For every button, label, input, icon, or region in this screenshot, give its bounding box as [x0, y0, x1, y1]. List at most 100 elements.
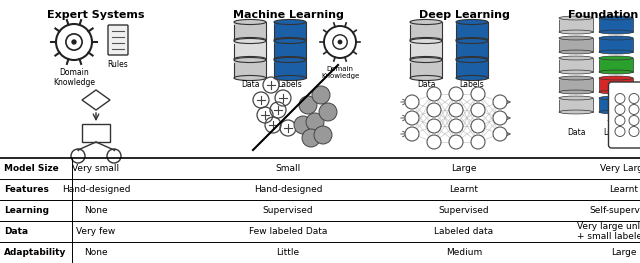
- Bar: [599, 58, 633, 72]
- Ellipse shape: [234, 58, 266, 63]
- Ellipse shape: [559, 70, 593, 74]
- Circle shape: [449, 103, 463, 117]
- Bar: [274, 22, 306, 40]
- Bar: [599, 18, 633, 32]
- Ellipse shape: [456, 38, 488, 43]
- Bar: [456, 41, 488, 59]
- Circle shape: [629, 127, 639, 136]
- Bar: [410, 22, 442, 24]
- Circle shape: [493, 127, 507, 141]
- Text: Expert Systems: Expert Systems: [47, 10, 145, 20]
- Bar: [234, 22, 266, 40]
- Ellipse shape: [456, 75, 488, 80]
- Ellipse shape: [559, 90, 593, 94]
- Text: Very large unlabeled
+ small labeled data: Very large unlabeled + small labeled dat…: [577, 222, 640, 241]
- Circle shape: [71, 39, 77, 45]
- FancyBboxPatch shape: [609, 82, 640, 148]
- Text: Adaptability: Adaptability: [4, 248, 67, 257]
- Circle shape: [306, 113, 324, 131]
- Circle shape: [449, 135, 463, 149]
- Circle shape: [427, 87, 441, 101]
- Bar: [599, 18, 633, 20]
- Circle shape: [427, 135, 441, 149]
- Ellipse shape: [234, 57, 266, 62]
- Ellipse shape: [456, 57, 488, 62]
- Bar: [456, 60, 488, 78]
- Ellipse shape: [274, 57, 306, 62]
- Ellipse shape: [274, 19, 306, 24]
- Ellipse shape: [599, 56, 633, 60]
- Text: Deep Learning: Deep Learning: [419, 10, 509, 20]
- Ellipse shape: [559, 110, 593, 114]
- FancyBboxPatch shape: [108, 25, 128, 55]
- Text: Large: Large: [451, 164, 477, 173]
- Text: Machine Learning: Machine Learning: [232, 10, 344, 20]
- Ellipse shape: [599, 50, 633, 54]
- Bar: [559, 18, 593, 32]
- Text: Labels: Labels: [604, 128, 628, 137]
- Ellipse shape: [410, 57, 442, 62]
- Text: Few labeled Data: Few labeled Data: [249, 227, 327, 236]
- Circle shape: [299, 96, 317, 114]
- Circle shape: [449, 119, 463, 133]
- Ellipse shape: [559, 30, 593, 34]
- Bar: [410, 22, 442, 40]
- Circle shape: [615, 127, 625, 136]
- Bar: [559, 98, 593, 100]
- Ellipse shape: [456, 38, 488, 43]
- Ellipse shape: [599, 96, 633, 100]
- Text: Labeled data: Labeled data: [435, 227, 493, 236]
- Text: Hand-designed: Hand-designed: [253, 185, 323, 194]
- Text: Model Size: Model Size: [4, 164, 59, 173]
- Bar: [599, 38, 633, 40]
- Circle shape: [314, 126, 332, 144]
- Circle shape: [615, 104, 625, 114]
- Bar: [599, 38, 633, 52]
- Ellipse shape: [234, 38, 266, 43]
- Bar: [410, 41, 442, 59]
- Text: None: None: [84, 248, 108, 257]
- Ellipse shape: [559, 16, 593, 20]
- Text: Data: Data: [417, 80, 435, 89]
- Text: Little: Little: [276, 248, 300, 257]
- Text: Features: Features: [4, 185, 49, 194]
- Text: Data: Data: [4, 227, 28, 236]
- Circle shape: [493, 95, 507, 109]
- Text: Data: Data: [241, 80, 259, 89]
- Bar: [456, 41, 488, 43]
- Bar: [559, 78, 593, 80]
- Bar: [599, 58, 633, 60]
- Circle shape: [427, 119, 441, 133]
- Bar: [559, 38, 593, 40]
- Ellipse shape: [410, 19, 442, 24]
- Ellipse shape: [410, 58, 442, 63]
- Bar: [82, 124, 110, 142]
- Text: Small: Small: [275, 164, 301, 173]
- Circle shape: [629, 104, 639, 114]
- Bar: [456, 22, 488, 24]
- Text: Very few: Very few: [76, 227, 116, 236]
- Ellipse shape: [599, 76, 633, 80]
- Circle shape: [629, 94, 639, 104]
- Circle shape: [471, 135, 485, 149]
- Bar: [234, 41, 266, 43]
- Circle shape: [615, 94, 625, 104]
- Circle shape: [629, 115, 639, 125]
- Ellipse shape: [599, 70, 633, 74]
- Bar: [274, 22, 306, 24]
- Bar: [559, 38, 593, 52]
- Bar: [599, 78, 633, 92]
- Text: Labels: Labels: [460, 80, 484, 89]
- Text: Self-supervised: Self-supervised: [589, 206, 640, 215]
- Circle shape: [471, 119, 485, 133]
- Ellipse shape: [410, 38, 442, 43]
- Text: Medium: Medium: [446, 248, 482, 257]
- Bar: [599, 98, 633, 100]
- Circle shape: [449, 87, 463, 101]
- Ellipse shape: [234, 19, 266, 24]
- Circle shape: [405, 95, 419, 109]
- Text: Learnt: Learnt: [609, 185, 639, 194]
- Circle shape: [338, 40, 342, 44]
- Bar: [274, 60, 306, 63]
- Ellipse shape: [234, 38, 266, 43]
